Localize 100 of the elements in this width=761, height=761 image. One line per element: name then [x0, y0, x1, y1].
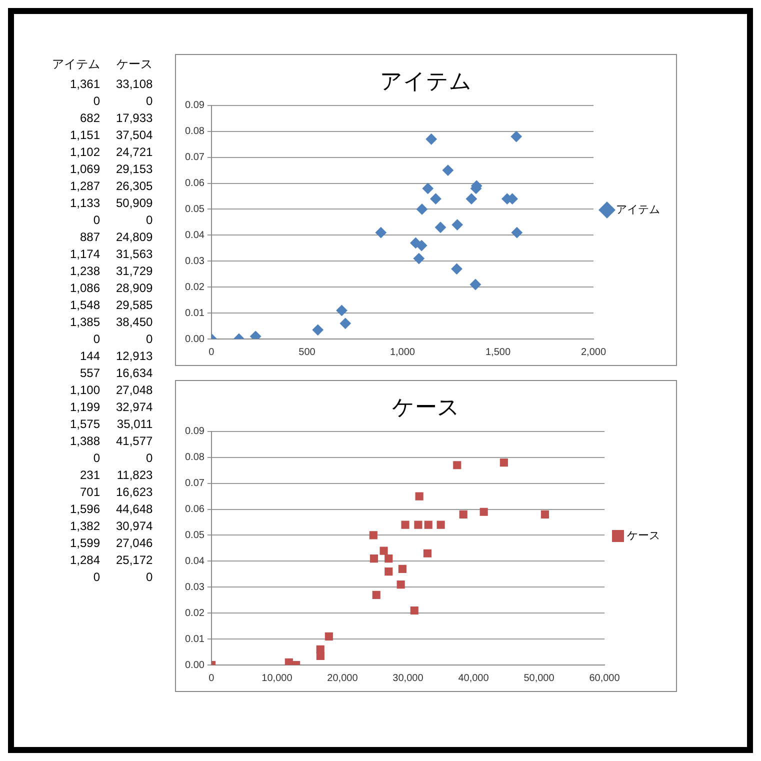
x-tick-label: 0 [208, 672, 214, 684]
x-tick-label: 30,000 [392, 672, 424, 684]
point [340, 318, 351, 329]
chart-title: アイテム [380, 68, 472, 94]
text: 11,823 [116, 466, 154, 483]
x-tick-label: 60,000 [588, 672, 620, 684]
point [414, 492, 424, 500]
point [375, 227, 386, 238]
text: 17,933 [115, 110, 154, 126]
text: 1,361 [68, 76, 101, 92]
point [324, 632, 333, 640]
point [422, 182, 434, 194]
y-tick-label: 0.02 [184, 282, 205, 293]
text: 1,174 [68, 246, 101, 262]
text: 1,596 [68, 500, 101, 517]
text: 0 [145, 330, 154, 347]
point [284, 658, 293, 665]
point [336, 304, 347, 316]
text: 0 [145, 92, 154, 109]
legend-label: アイテム [616, 204, 660, 216]
point [470, 278, 481, 290]
y-tick-label: 0.06 [184, 504, 205, 516]
point [452, 219, 463, 230]
text: 16,623 [115, 484, 154, 500]
text: 0 [145, 212, 154, 228]
chart-title: ケース [392, 394, 460, 420]
text: 0 [92, 568, 101, 585]
text: 1,599 [68, 534, 101, 551]
x-tick-label: 50,000 [523, 672, 554, 684]
point [384, 568, 392, 576]
point [450, 263, 462, 274]
point [416, 240, 427, 252]
point [424, 520, 432, 529]
text: 0 [92, 330, 101, 347]
text: 31,563 [115, 246, 154, 262]
text: 1,284 [68, 552, 101, 568]
point [372, 590, 380, 599]
text: 1,151 [68, 126, 101, 143]
point [423, 549, 432, 558]
text: 0 [92, 92, 101, 109]
category-label: ケース [116, 56, 154, 73]
text: 0 [92, 212, 101, 228]
y-tick-label: 0.00 [184, 334, 205, 345]
text: 231 [78, 466, 101, 483]
y-tick-label: 0.04 [184, 556, 205, 567]
y-tick-label: 0.09 [184, 426, 205, 438]
x-tick-label: 40,000 [458, 672, 489, 684]
y-tick-label: 0.06 [184, 178, 205, 190]
point [434, 222, 446, 233]
y-tick-label: 0.07 [184, 152, 205, 164]
y-tick-label: 0.08 [184, 452, 205, 464]
text: 0 [145, 568, 154, 585]
y-tick-label: 0.03 [184, 582, 205, 593]
y-tick-label: 0.04 [184, 230, 205, 241]
text: 1,133 [68, 194, 101, 211]
text: 1,086 [68, 280, 101, 296]
text: 1,382 [68, 518, 101, 534]
point [511, 227, 522, 238]
text: 1,548 [68, 296, 101, 313]
text: 29,153 [115, 160, 154, 177]
point [459, 510, 468, 518]
text: 1,575 [68, 416, 101, 432]
x-tick-label: 10,000 [261, 672, 292, 684]
point [370, 554, 378, 563]
x-tick-label: 1,000 [390, 346, 416, 358]
text: 12,913 [115, 348, 154, 364]
y-tick-label: 0.02 [184, 608, 205, 619]
point [540, 510, 549, 518]
point [442, 164, 454, 176]
text: 0 [145, 450, 154, 466]
y-tick-label: 0.08 [184, 126, 205, 138]
point [466, 193, 477, 204]
text: 1,100 [68, 382, 101, 398]
point [413, 253, 424, 264]
text: 29,585 [115, 296, 154, 313]
point [414, 520, 422, 529]
text: 32,974 [115, 398, 154, 415]
point [400, 520, 409, 529]
point [379, 546, 388, 555]
text: 1,388 [68, 432, 101, 449]
text: 144 [78, 348, 101, 364]
text: 28,909 [115, 280, 154, 296]
text: 41,577 [115, 432, 154, 449]
point [426, 134, 437, 145]
y-tick-label: 0.07 [184, 478, 205, 490]
point [430, 193, 441, 204]
x-tick-label: 2,000 [580, 346, 606, 358]
text: 1,199 [68, 398, 101, 415]
x-tick-label: 0 [208, 346, 214, 358]
text: 701 [78, 484, 101, 500]
text: 33,108 [115, 76, 154, 92]
x-tick-label: 500 [298, 346, 316, 358]
text: 50,909 [115, 194, 154, 211]
text: 31,729 [115, 262, 154, 279]
point [312, 324, 324, 336]
y-tick-label: 0.05 [184, 204, 205, 215]
text: 557 [78, 364, 101, 381]
text: 27,048 [115, 382, 154, 398]
point [396, 580, 405, 589]
text: 44,648 [115, 500, 154, 517]
